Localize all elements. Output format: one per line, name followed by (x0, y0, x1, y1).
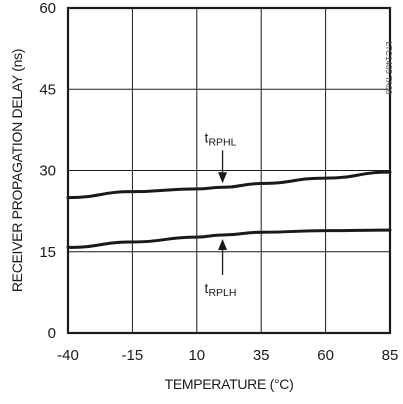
annotation-layer: tRPHL tRPLH (205, 129, 237, 299)
plot-frame (66, 6, 392, 335)
grid-layer (68, 8, 390, 333)
y-tick-label: 0 (48, 325, 56, 342)
x-axis-title: TEMPERATURE (°C) (165, 376, 294, 392)
x-tick-label: -15 (122, 347, 144, 364)
tick-labels-layer: -40 -15 10 35 60 85 0 15 30 45 60 (39, 0, 398, 364)
x-tick-label: 85 (382, 347, 399, 364)
y-tick-label: 15 (39, 244, 56, 261)
series-line-trplh (66, 228, 392, 249)
series-label-trplh: tRPLH (205, 280, 237, 299)
series-label-trphl: tRPHL (205, 129, 237, 148)
x-tick-label: -40 (57, 347, 79, 364)
plot-frame-layer (66, 6, 392, 335)
y-tick-label: 30 (39, 163, 56, 180)
annotation-arrow-head (218, 172, 228, 184)
y-tick-label: 45 (39, 81, 56, 98)
x-tick-label: 10 (188, 347, 205, 364)
series-layer (66, 170, 392, 249)
x-tick-label: 60 (317, 347, 334, 364)
annotation-arrow-head (218, 238, 228, 250)
y-tick-label: 60 (39, 0, 56, 17)
series-line-trphl (66, 170, 392, 200)
y-axis-title: RECEIVER PROPAGATION DELAY (ns) (9, 49, 25, 292)
x-tick-label: 35 (253, 347, 270, 364)
figure-watermark: LTC1485 TA08 (384, 42, 393, 95)
